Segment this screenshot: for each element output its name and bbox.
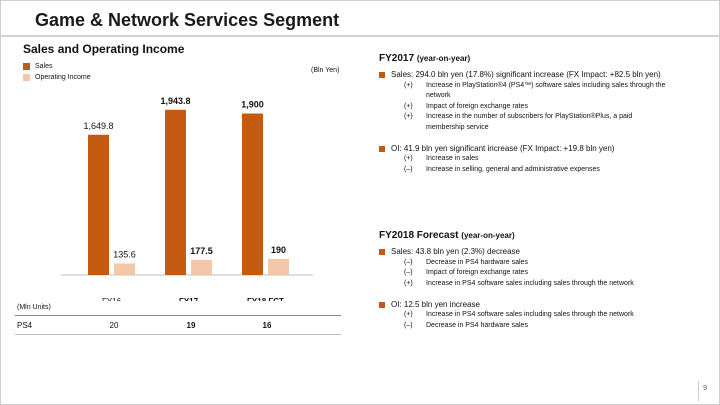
category-label-fy18-fct: FY18 FCT <box>247 297 284 301</box>
item-text: Increase in selling, general and adminis… <box>426 165 600 173</box>
fy2017-sales-item: (+) Increase in PlayStation®4 (PS4™) soft… <box>404 81 665 90</box>
page-number-divider <box>698 381 699 401</box>
fy2018-sales-item: (–) Decrease in PS4 hardware sales <box>404 258 634 267</box>
bullet-square-icon <box>379 145 385 152</box>
legend-label-operating-income: Operating Income <box>35 74 91 81</box>
chart-legend: Sales Operating Income <box>23 61 91 83</box>
data-label-sales-fy17: 1,943.8 <box>160 96 190 106</box>
bar-sales-fy16 <box>88 134 109 275</box>
page-title: Game & Network Services Segment <box>35 10 340 30</box>
item-text: Increase in PlayStation®4 (PS4™) softwar… <box>426 81 666 89</box>
fy2017-sales-item: (+) Impact of foreign exchange rates <box>404 102 665 111</box>
item-sign: (+) <box>404 155 413 162</box>
fy2017-sales-item: membership service <box>404 123 665 132</box>
chart-subtitle: Sales and Operating Income <box>23 42 185 56</box>
item-sign <box>404 91 426 100</box>
legend-swatch-sales <box>23 63 30 70</box>
fy2017-sales-item: network <box>404 91 665 100</box>
fy2017-title: FY2017 <box>379 53 415 64</box>
item-text: Increase in PS4 software sales including… <box>426 311 634 318</box>
ps4-units-fy16: 20 <box>109 321 119 330</box>
bullet-square-icon <box>379 72 385 78</box>
fy2017-oi-text: OI: 41.9 bln yen significant increase (F… <box>391 143 615 153</box>
fy2018-section: FY2018 Forecast (year-on-year) Sales: 43… <box>379 230 634 330</box>
fy2017-oi-item: (+) Increase in sales <box>404 154 665 163</box>
fy2017-sales-bullet: Sales: 294.0 bln yen (17.8%) significant… <box>379 70 665 79</box>
item-sign <box>404 123 426 132</box>
bar-operating-income-fy16 <box>114 263 135 275</box>
item-text: Impact of foreign exchange rates <box>426 269 528 276</box>
data-label-operating-income-fy17: 177.5 <box>190 246 213 256</box>
bullet-square-icon <box>379 301 385 308</box>
fy2018-oi-item: (–) Decrease in PS4 hardware sales <box>404 321 634 330</box>
category-label-fy16: FY16 <box>102 297 122 301</box>
data-label-operating-income-fy16: 135.6 <box>113 249 136 259</box>
item-sign: (–) <box>404 258 413 266</box>
fy2018-sales-text: Sales: 43.8 bln yen (2.3%) decrease <box>391 247 520 256</box>
fy2018-oi-item: (+) Increase in PS4 software sales includ… <box>404 310 634 319</box>
legend-item-operating-income: Operating Income <box>23 72 91 83</box>
bar-operating-income-fy18-fct <box>268 258 289 275</box>
fy2018-heading: FY2018 Forecast (year-on-year) <box>379 230 634 241</box>
fy2017-title-suffix: (year-on-year) <box>416 54 471 63</box>
legend-swatch-operating-income <box>23 74 30 81</box>
ps4-row-label: PS4 <box>17 321 33 330</box>
item-text: Impact of foreign exchange rates <box>426 102 528 110</box>
fy2018-oi-text: OI: 12.5 bln yen increase <box>391 299 480 309</box>
item-sign: (–) <box>404 165 413 173</box>
fy2018-sales-bullet: Sales: 43.8 bln yen (2.3%) decrease <box>379 247 634 256</box>
fy2018-sales-item: (+) Increase in PS4 software sales includ… <box>404 279 634 288</box>
item-sign: (+) <box>404 311 413 318</box>
data-label-sales-fy16: 1,649.8 <box>83 121 113 131</box>
item-sign: (+) <box>404 113 413 120</box>
bar-operating-income-fy17 <box>191 259 212 275</box>
fy2017-oi-item: (–) Increase in selling, general and admi… <box>404 165 665 174</box>
bar-sales-fy18-fct <box>242 113 263 275</box>
item-text: membership service <box>426 123 489 131</box>
item-text: network <box>426 92 451 99</box>
table-bottom-line <box>15 334 341 335</box>
bar-sales-fy17 <box>165 109 186 275</box>
ps4-units-fy18: 16 <box>262 321 272 330</box>
item-sign: (–) <box>404 269 413 276</box>
item-sign: (+) <box>404 279 413 287</box>
bullet-square-icon <box>379 249 385 255</box>
fy2017-sales-text: Sales: 294.0 bln yen (17.8%) significant… <box>391 70 661 79</box>
page-number: 9 <box>703 385 707 392</box>
data-label-sales-fy18-fct: 1,900 <box>241 100 264 110</box>
table-divider <box>15 315 341 316</box>
title-bar: Game & Network Services Segment <box>1 1 719 37</box>
fy2018-title-suffix: (year-on-year) <box>461 231 515 240</box>
sales-oi-bar-chart: 1,649.8 135.6 FY16 1,943.8 177.5 FY17 1,900 190… <box>61 96 313 301</box>
item-text: Decrease in PS4 hardware sales <box>426 321 528 329</box>
fy2017-sales-item: (+) Increase in the number of subscribers… <box>404 112 665 121</box>
legend-item-sales: Sales <box>23 61 91 72</box>
item-text: Increase in the number of subscribers fo… <box>426 113 633 120</box>
units-label: (Mln Units) <box>17 304 51 311</box>
item-text: Increase in PS4 software sales including… <box>426 279 634 287</box>
fy2018-sales-item: (–) Impact of foreign exchange rates <box>404 268 634 277</box>
fy2018-oi-bullet: OI: 12.5 bln yen increase <box>379 300 634 309</box>
fy2017-section: FY2017 (year-on-year) Sales: 294.0 bln y… <box>379 53 665 174</box>
legend-label-sales: Sales <box>35 63 53 70</box>
fy2017-heading: FY2017 (year-on-year) <box>379 53 665 64</box>
item-sign: (+) <box>404 81 413 89</box>
item-text: Decrease in PS4 hardware sales <box>426 258 528 266</box>
item-sign: (+) <box>404 102 413 110</box>
fy2018-title: FY2018 Forecast <box>379 230 459 241</box>
ps4-units-fy17: 19 <box>186 321 196 330</box>
category-label-fy17: FY17 <box>179 297 199 301</box>
item-text: Increase in sales <box>426 155 479 162</box>
data-label-operating-income-fy18-fct: 190 <box>271 245 286 255</box>
item-sign: (–) <box>404 321 413 329</box>
fy2017-oi-bullet: OI: 41.9 bln yen significant increase (F… <box>379 144 665 153</box>
unit-note: (Bln Yen) <box>311 67 340 74</box>
